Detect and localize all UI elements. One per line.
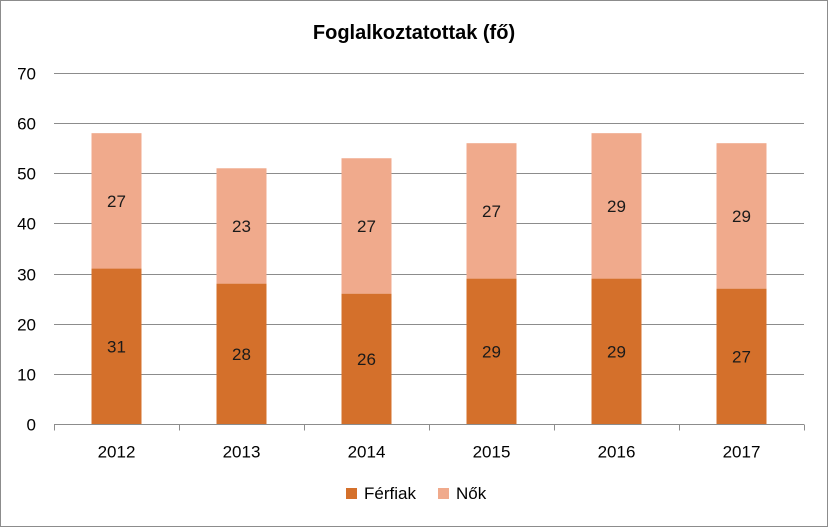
bar-segment xyxy=(91,133,142,269)
legend-label: Nők xyxy=(456,484,487,503)
y-tick-label: 20 xyxy=(17,316,36,335)
bar-segment xyxy=(466,278,517,424)
bar-segment xyxy=(341,158,392,294)
bar-segment xyxy=(591,133,642,279)
bar-segment xyxy=(341,293,392,424)
legend-swatch xyxy=(346,488,357,499)
x-tick-label: 2013 xyxy=(223,443,261,462)
bar-segment xyxy=(466,143,517,279)
bar-segment xyxy=(216,283,267,424)
y-tick-label: 0 xyxy=(27,416,36,435)
data-label: 31 xyxy=(107,337,126,356)
data-label: 27 xyxy=(482,202,501,221)
x-tick-label: 2016 xyxy=(598,443,636,462)
bar-segment xyxy=(716,288,767,424)
data-label: 27 xyxy=(357,217,376,236)
data-label: 28 xyxy=(232,345,251,364)
legend: Férfiak Nők xyxy=(346,484,487,503)
legend-label: Férfiak xyxy=(364,484,416,503)
y-tick-label: 30 xyxy=(17,266,36,285)
bars: 31 27 28 23 26 27 29 27 29 29 27 29 xyxy=(91,133,767,424)
y-tick-label: 40 xyxy=(17,215,36,234)
y-tick-label: 50 xyxy=(17,165,36,184)
data-label: 26 xyxy=(357,350,376,369)
bar-segment xyxy=(91,268,142,424)
data-label: 23 xyxy=(232,217,251,236)
y-tick-label: 60 xyxy=(17,115,36,134)
data-label: 27 xyxy=(107,192,126,211)
data-label: 29 xyxy=(732,207,751,226)
legend-swatch xyxy=(438,488,449,499)
y-tick-label: 70 xyxy=(17,65,36,84)
bar-segment xyxy=(591,278,642,424)
x-axis: 2012 2013 2014 2015 2016 2017 xyxy=(54,424,805,462)
bar-segment xyxy=(216,168,267,284)
gridlines xyxy=(54,73,804,425)
data-label: 29 xyxy=(482,342,501,361)
x-tick-label: 2015 xyxy=(473,443,511,462)
data-label: 29 xyxy=(607,197,626,216)
data-label: 29 xyxy=(607,342,626,361)
x-tick-label: 2017 xyxy=(723,443,761,462)
chart-title: Foglalkoztatottak (fő) xyxy=(313,22,515,44)
y-tick-label: 10 xyxy=(17,366,36,385)
data-label: 27 xyxy=(732,347,751,366)
bar-segment xyxy=(716,143,767,289)
y-axis: 0 10 20 30 40 50 60 70 xyxy=(17,65,36,435)
x-tick-label: 2014 xyxy=(348,443,386,462)
x-tick-label: 2012 xyxy=(98,443,136,462)
